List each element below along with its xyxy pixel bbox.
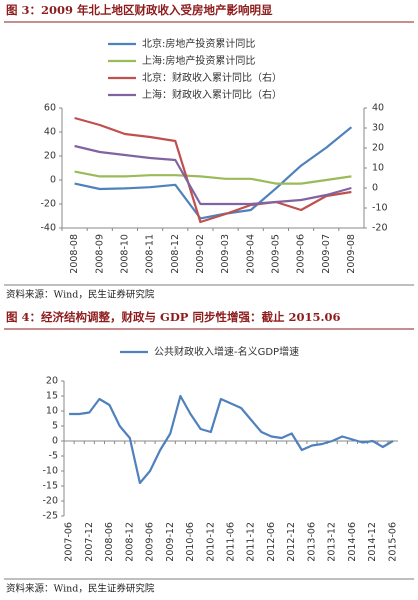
x-tick-label: 2009-04 (245, 234, 256, 274)
y-tick-label: -20 (42, 496, 58, 507)
y-tick-label: 60 (44, 103, 56, 114)
x-tick-label: 2008-12 (124, 522, 135, 562)
y-tick-label: 20 (46, 376, 58, 387)
y-tick-label: 15 (46, 391, 58, 402)
x-tick-label: 2011-12 (246, 522, 257, 562)
y-tick-label: 20 (44, 151, 56, 162)
y-tick-label: -20 (40, 199, 56, 210)
x-tick-label: 2011-06 (226, 522, 237, 562)
series-line (74, 126, 353, 220)
series-line (74, 116, 352, 224)
x-tick-label: 2013-06 (306, 522, 317, 562)
x-tick-label: 2009-05 (270, 234, 281, 274)
x-tick-label: 2009-06 (296, 234, 307, 274)
y-tick-label: -10 (42, 466, 58, 477)
x-tick-label: 2009-12 (165, 522, 176, 562)
x-tick-label: 2014-12 (367, 522, 378, 562)
x-tick-label: 2008-06 (104, 522, 115, 562)
series-line (74, 170, 352, 185)
x-tick-label: 2007-12 (84, 522, 95, 562)
figure-source: 资料来源：Wind，民生证券研究院 (6, 289, 155, 301)
figure-title: 图 4：经济结构调整，财政与 GDP 同步性增强：截止 2015.06 (6, 310, 340, 324)
y2-tick-label: -10 (372, 203, 388, 214)
x-tick-label: 2009-02 (195, 234, 206, 274)
x-tick-label: 2008-09 (94, 234, 105, 274)
x-tick-label: 2009-07 (321, 234, 332, 274)
y-tick-label: 0 (50, 175, 56, 186)
x-tick-label: 2008-10 (119, 234, 130, 274)
x-tick-label: 2009-03 (220, 234, 231, 274)
legend-label: 北京：财政收入累计同比（右） (142, 71, 282, 84)
x-tick-label: 2012-06 (266, 522, 277, 562)
x-tick-label: 2010-12 (205, 522, 216, 562)
x-tick-label: 2014-06 (347, 522, 358, 562)
y-tick-label: -25 (42, 511, 58, 522)
x-tick-label: 2008-08 (69, 234, 80, 274)
x-tick-label: 2007-06 (64, 522, 75, 562)
y2-tick-label: 30 (372, 123, 384, 134)
figure-title: 图 3：2009 年北上地区财政收入受房地产影响明显 (6, 3, 273, 17)
y-tick-label: 5 (52, 421, 58, 432)
y-tick-label: -40 (40, 223, 56, 234)
x-tick-label: 2013-12 (327, 522, 338, 562)
x-tick-label: 2012-12 (286, 522, 297, 562)
legend-label: 北京:房地产投资累计同比 (142, 37, 255, 50)
y-tick-label: -15 (42, 481, 58, 492)
y2-tick-label: 20 (372, 143, 384, 154)
series-line (74, 144, 352, 206)
y-tick-label: -5 (49, 451, 58, 462)
y2-tick-label: -20 (372, 223, 388, 234)
y-tick-label: 10 (46, 406, 58, 417)
legend-label: 公共财政收入增速-名义GDP增速 (154, 345, 299, 358)
legend-label: 上海:房地产投资累计同比 (142, 54, 255, 67)
x-tick-label: 2010-06 (185, 522, 196, 562)
y-tick-label: 0 (52, 436, 58, 447)
legend-label: 上海：财政收入累计同比（右） (142, 88, 282, 101)
figure-source: 资料来源：Wind，民生证券研究院 (6, 583, 155, 595)
x-tick-label: 2009-08 (346, 234, 357, 274)
y2-tick-label: 10 (372, 163, 384, 174)
y-tick-label: 40 (44, 127, 56, 138)
series-line (69, 394, 394, 485)
y2-tick-label: 40 (372, 103, 384, 114)
y2-tick-label: 0 (372, 183, 378, 194)
x-tick-label: 2008-11 (145, 234, 156, 274)
x-tick-label: 2009-06 (145, 522, 156, 562)
x-tick-label: 2015-06 (387, 522, 398, 562)
x-tick-label: 2008-12 (170, 234, 181, 274)
